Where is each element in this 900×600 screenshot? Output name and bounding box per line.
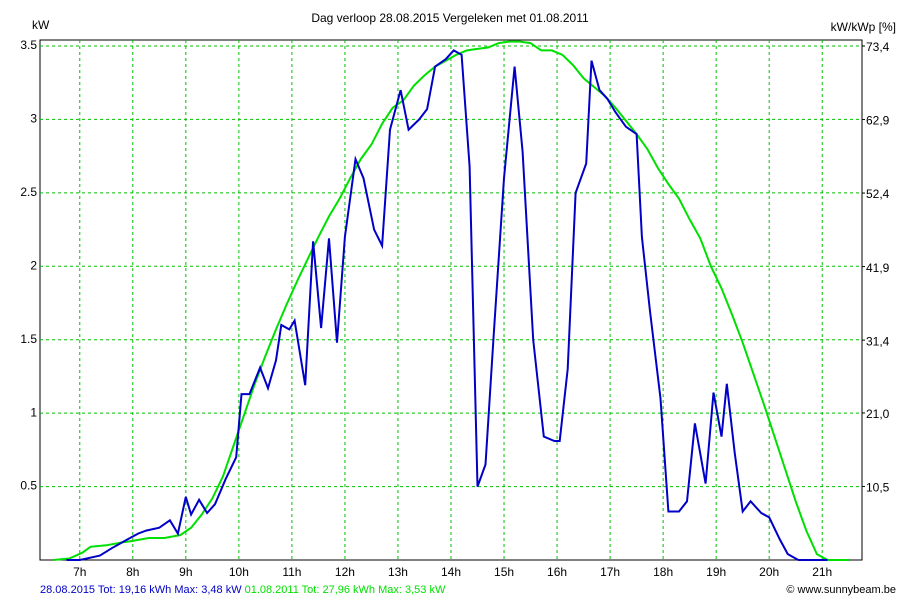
y2-tick-label: 52,4 bbox=[866, 187, 890, 201]
x-tick-label: 17h bbox=[600, 565, 620, 579]
x-tick-label: 11h bbox=[282, 565, 301, 579]
chart-title: Dag verloop 28.08.2015 Vergeleken met 01… bbox=[311, 11, 589, 25]
y2-tick-label: 21,0 bbox=[866, 407, 890, 421]
y-tick-label: 1.5 bbox=[20, 332, 37, 346]
y-tick-label: 2 bbox=[30, 258, 37, 272]
y2-tick-label: 41,9 bbox=[866, 261, 890, 275]
x-tick-label: 7h bbox=[73, 565, 86, 579]
footer: © www.sunnybeam.be bbox=[786, 584, 896, 596]
legend-entry: 28.08.2015 Tot: 19,16 kWh Max: 3,48 kW bbox=[40, 584, 242, 596]
y2-axis-label: kW/kWp [%] bbox=[831, 20, 896, 34]
y-tick-label: 3 bbox=[30, 112, 37, 126]
x-tick-label: 12h bbox=[335, 565, 355, 579]
y-axis-label: kW bbox=[32, 18, 50, 32]
y2-tick-label: 73,4 bbox=[866, 40, 890, 54]
x-tick-label: 8h bbox=[126, 565, 139, 579]
x-tick-label: 18h bbox=[653, 565, 673, 579]
x-tick-label: 9h bbox=[179, 565, 192, 579]
y2-tick-label: 31,4 bbox=[866, 334, 890, 348]
x-tick-label: 13h bbox=[388, 565, 408, 579]
x-tick-label: 16h bbox=[547, 565, 567, 579]
x-tick-label: 20h bbox=[759, 565, 779, 579]
y-tick-label: 3.5 bbox=[20, 38, 37, 52]
y-tick-label: 1 bbox=[30, 405, 37, 419]
y2-tick-label: 10,5 bbox=[866, 481, 890, 495]
x-tick-label: 10h bbox=[229, 565, 249, 579]
x-tick-label: 21h bbox=[812, 565, 832, 579]
series-line bbox=[66, 49, 828, 561]
y-tick-label: 2.5 bbox=[20, 185, 37, 199]
x-tick-label: 14h bbox=[441, 565, 461, 579]
series-line bbox=[53, 40, 849, 561]
y-tick-label: 0.5 bbox=[20, 479, 37, 493]
y2-tick-label: 62,9 bbox=[866, 114, 890, 128]
x-tick-label: 15h bbox=[494, 565, 514, 579]
legend-entry: 01.08.2011 Tot: 27,96 kWh Max: 3,53 kW bbox=[245, 584, 446, 596]
x-tick-label: 19h bbox=[706, 565, 726, 579]
